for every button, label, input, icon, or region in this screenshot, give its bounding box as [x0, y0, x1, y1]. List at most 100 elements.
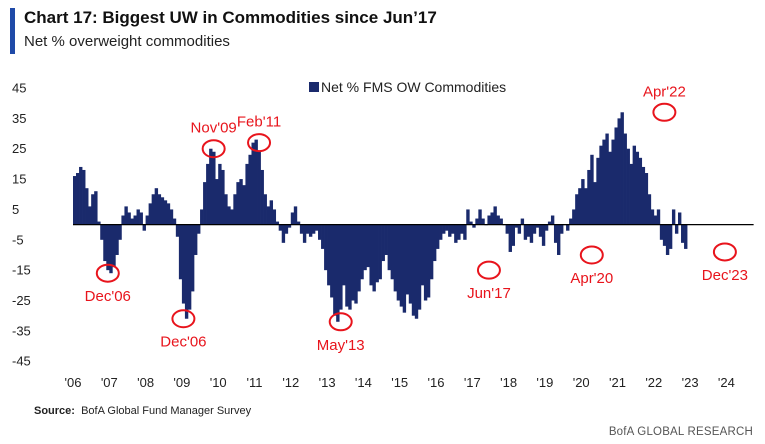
data-bar	[227, 206, 231, 225]
data-bar	[390, 224, 395, 280]
data-bar	[532, 224, 537, 234]
data-bar	[596, 157, 600, 225]
data-bar	[154, 188, 159, 225]
title-accent-bar	[10, 8, 15, 54]
data-bar	[644, 173, 649, 225]
annotation-label: Jun'17	[467, 285, 511, 302]
data-bar	[184, 224, 189, 319]
data-bar	[79, 166, 83, 225]
data-bar	[293, 206, 298, 225]
data-bar	[221, 169, 225, 225]
data-bar	[650, 209, 655, 225]
data-bar	[678, 212, 682, 225]
data-bar	[100, 224, 104, 240]
data-bar	[248, 154, 252, 225]
data-bar	[451, 224, 455, 234]
data-bar	[151, 194, 156, 225]
data-bar	[572, 209, 576, 225]
x-tick-label: '14	[355, 375, 372, 390]
data-bar	[514, 224, 519, 228]
data-bar	[429, 224, 434, 280]
data-bar	[142, 224, 146, 231]
annotation-circle	[652, 102, 677, 122]
data-bar	[393, 224, 398, 292]
data-bar	[635, 151, 640, 225]
data-bar	[402, 224, 407, 313]
data-bar	[466, 209, 470, 225]
data-bar	[311, 224, 316, 234]
data-bar	[103, 224, 107, 262]
annotation-label: Dec'06	[85, 288, 131, 305]
data-bar	[590, 154, 594, 225]
annotation-label: Feb'11	[237, 114, 281, 131]
x-tick-label: '23	[682, 375, 699, 390]
source-note: Source: BofA Global Fund Manager Survey	[34, 405, 251, 417]
data-bar	[478, 209, 482, 225]
data-bar	[560, 224, 564, 234]
data-bar	[178, 224, 183, 280]
data-bar	[224, 194, 228, 225]
data-bar	[97, 221, 101, 225]
data-bar	[432, 224, 437, 262]
data-bar	[197, 224, 201, 234]
data-bar	[417, 224, 422, 310]
data-bar	[290, 212, 295, 225]
annotation-circle	[171, 309, 196, 329]
data-bar	[133, 215, 137, 225]
data-bar	[257, 151, 261, 225]
data-bar	[272, 209, 277, 225]
brand-label: BofA GLOBAL RESEARCH	[608, 426, 753, 438]
data-bar	[475, 218, 479, 225]
x-tick-label: '20	[573, 375, 590, 390]
data-bar	[351, 224, 355, 301]
x-tick-label: '12	[282, 375, 299, 390]
data-bar	[405, 224, 410, 295]
data-bar	[614, 127, 618, 225]
data-bar	[420, 224, 425, 286]
data-bar	[372, 224, 376, 292]
data-bar	[321, 224, 325, 249]
data-bar	[348, 224, 352, 310]
annotation-label: Nov'09	[191, 120, 237, 137]
data-bar	[181, 224, 186, 304]
data-bar	[593, 182, 597, 225]
y-tick-label: -15	[12, 263, 31, 278]
data-bar	[115, 224, 119, 255]
data-bar	[148, 203, 152, 225]
data-bar	[378, 224, 382, 280]
data-bar	[76, 173, 80, 225]
data-bar	[160, 197, 165, 225]
annotation-circle	[328, 312, 353, 332]
data-bar	[305, 224, 310, 234]
data-bar	[496, 215, 500, 225]
annotation-circle	[95, 263, 120, 283]
y-tick-label: 25	[12, 141, 26, 156]
data-bar	[584, 188, 588, 225]
data-bar	[381, 224, 385, 262]
data-bar	[493, 206, 497, 225]
data-bar	[617, 118, 621, 225]
data-bar	[641, 166, 646, 225]
data-bar	[121, 215, 125, 225]
data-bar	[550, 215, 555, 225]
data-bar	[674, 224, 679, 234]
data-bar	[287, 224, 292, 228]
data-bar	[442, 224, 446, 234]
data-bar	[278, 224, 283, 231]
data-bar	[638, 157, 643, 225]
data-bar	[203, 182, 207, 225]
data-bar	[251, 142, 255, 225]
data-bar	[439, 224, 443, 240]
data-bar	[82, 169, 86, 225]
data-bar	[653, 215, 658, 225]
y-tick-label: -25	[12, 293, 31, 308]
legend-label: Net % FMS OW Commodities	[321, 79, 506, 95]
x-tick-label: '07	[101, 375, 118, 390]
annotation-label: Apr'22	[643, 83, 686, 100]
data-bar	[190, 224, 195, 292]
data-bar	[384, 224, 388, 255]
data-bar	[206, 163, 210, 225]
data-bar	[599, 145, 603, 225]
data-bar	[254, 139, 258, 225]
data-bar	[175, 224, 180, 237]
